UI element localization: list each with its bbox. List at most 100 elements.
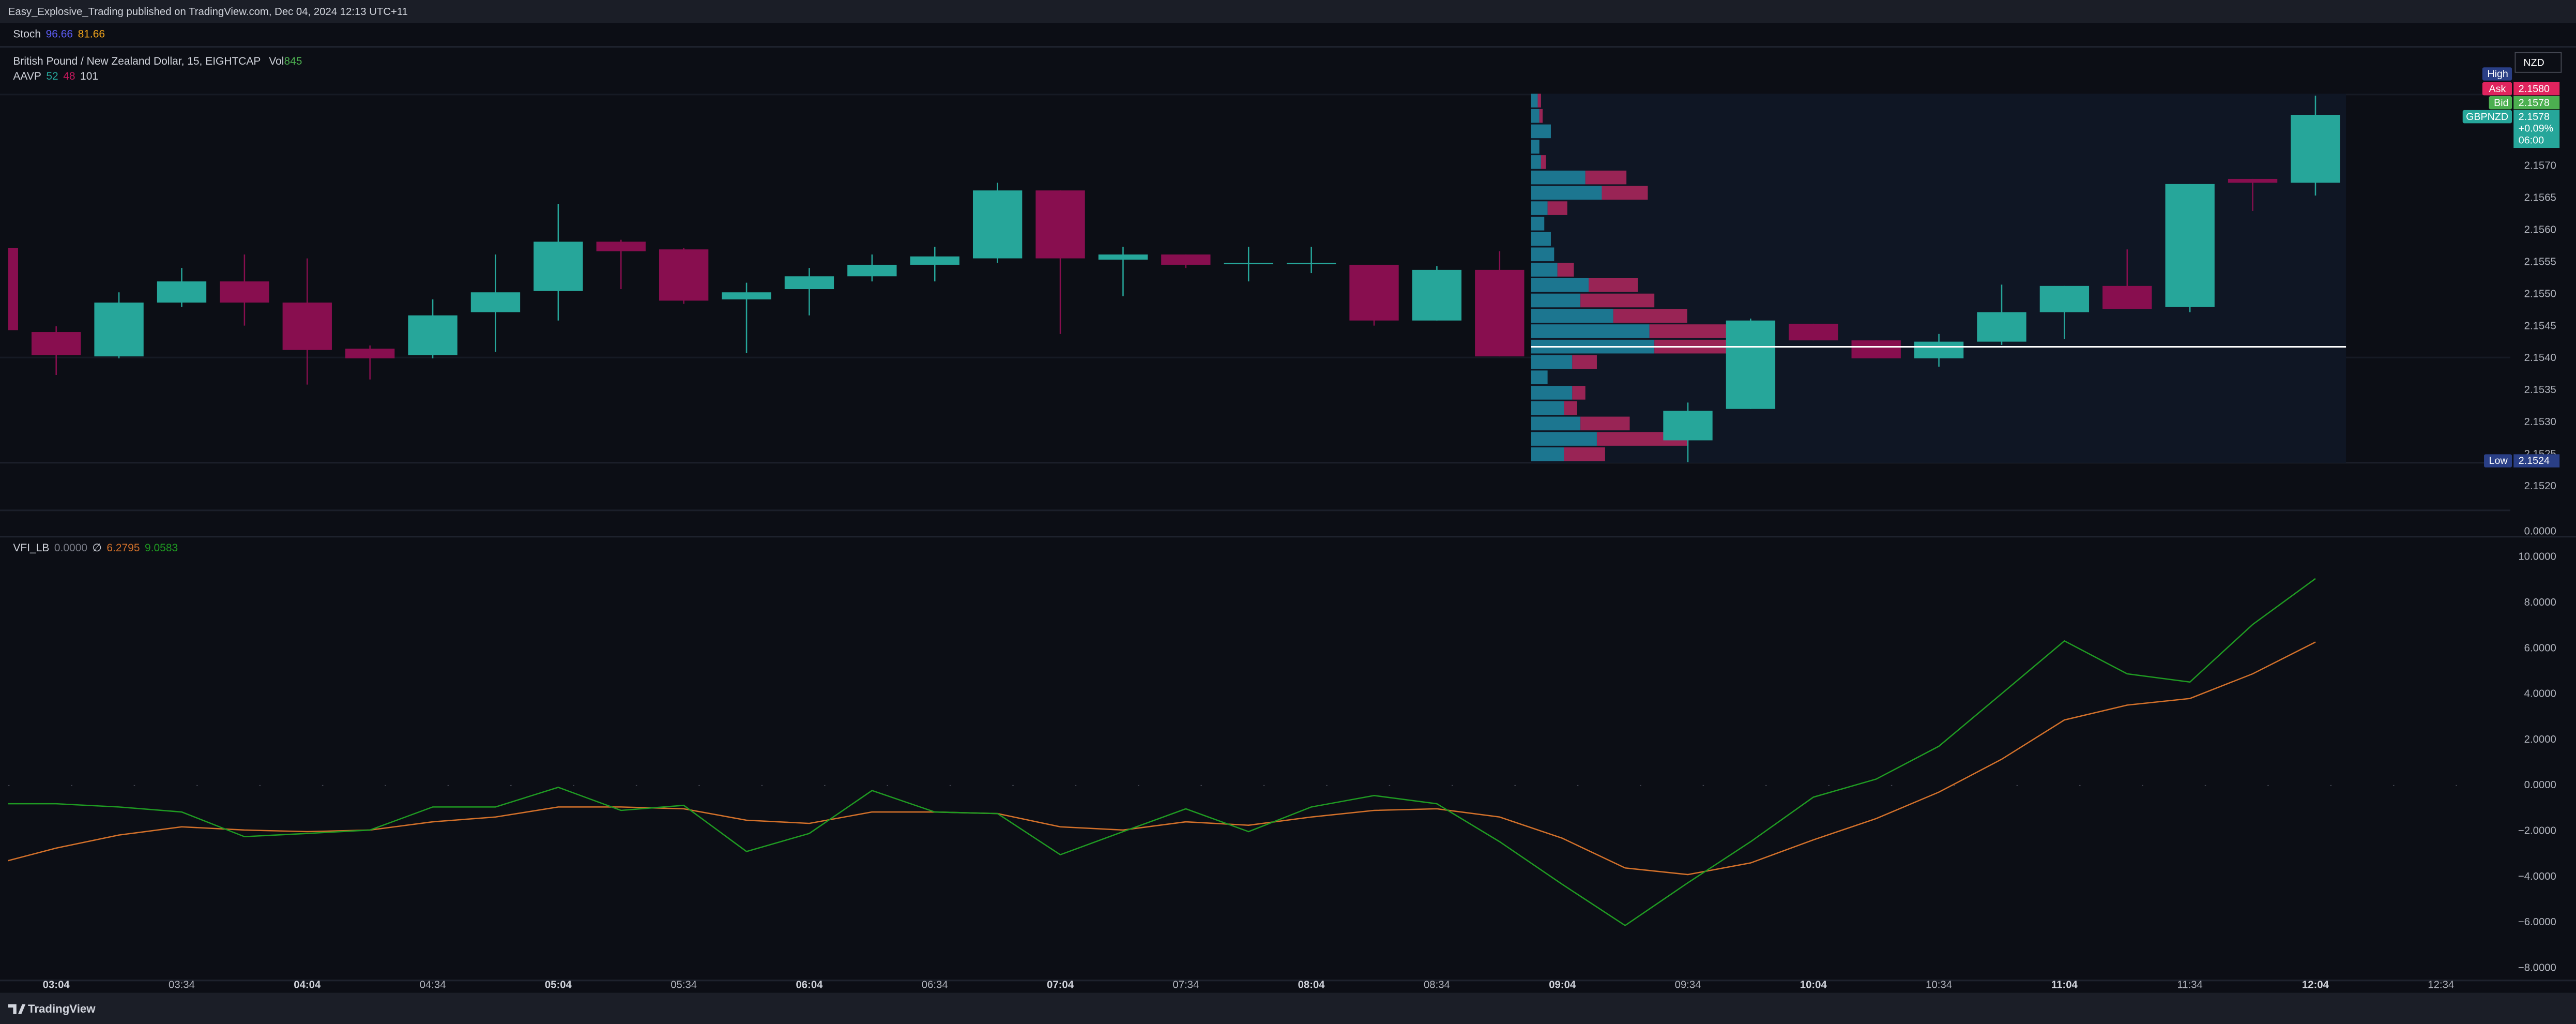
aavp-legend: AAVP 52 48 101 <box>13 70 98 82</box>
y-tick-label: 8.0000 <box>2524 597 2556 608</box>
candle-body <box>1789 323 1838 341</box>
profile-up <box>1531 355 1573 369</box>
profile-up <box>1531 186 1602 200</box>
legend-value: 0.0000 <box>54 541 87 553</box>
candle-body <box>1035 190 1085 259</box>
profile-up <box>1531 386 1573 400</box>
x-tick-label: 12:04 <box>2302 980 2329 991</box>
candle-body <box>1851 340 1901 358</box>
stoch-legend: Stoch 96.66 81.66 <box>13 28 105 40</box>
x-tick-label: 08:04 <box>1298 980 1325 991</box>
logo <box>8 1004 26 1014</box>
y-tick-label: 2.1570 <box>2524 160 2556 172</box>
publisher: Easy_Explosive_Trading published on Trad… <box>8 6 408 18</box>
candle-body <box>659 249 709 301</box>
x-tick-label: 04:34 <box>420 980 446 991</box>
x-tick-label: 03:34 <box>169 980 195 991</box>
volume-axis-label: 0.0000 <box>2524 526 2556 537</box>
volume-profile <box>1531 94 1733 461</box>
y-tick-label: 10.0000 <box>2518 551 2556 563</box>
y-tick-label: 2.1530 <box>2524 416 2556 428</box>
candle-body <box>1977 312 2026 342</box>
x-tick-label: 07:04 <box>1047 980 1074 991</box>
x-tick-label: 11:04 <box>2051 980 2078 991</box>
legend-value: 96.66 <box>46 28 73 40</box>
legend-title: British Pound / New Zealand Dollar, 15, … <box>13 55 261 67</box>
profile-down <box>1539 109 1543 123</box>
legend-value: 845 <box>284 55 302 67</box>
x-tick-label: 07:34 <box>1172 980 1199 991</box>
candle-body <box>910 256 959 265</box>
profile-up <box>1531 293 1581 308</box>
profile-up <box>1531 94 1538 108</box>
x-tick-label: 06:04 <box>796 980 823 991</box>
vfi-line <box>8 641 2316 876</box>
y-tick-label: 2.1565 <box>2524 192 2556 203</box>
candle-body <box>1475 269 1525 357</box>
y-tick-label: 2.1540 <box>2524 352 2556 364</box>
candle-body <box>1914 341 1964 358</box>
y-tick-label: −4.0000 <box>2518 871 2556 882</box>
y-tick-label: 2.1555 <box>2524 256 2556 267</box>
candle-body <box>1098 254 1148 260</box>
profile-up <box>1531 124 1551 139</box>
low-label: Low <box>2489 455 2508 466</box>
profile-up <box>1531 155 1541 169</box>
profile-down <box>1557 263 1574 277</box>
candle-body <box>722 292 771 299</box>
ask-price: 2.1580 <box>2519 83 2550 95</box>
x-tick-label: 10:04 <box>1800 980 1827 991</box>
profile-down <box>1585 170 1627 185</box>
profile-up <box>1531 370 1548 384</box>
candle-body <box>1161 254 1211 265</box>
legend-value: 52 <box>46 70 58 82</box>
bid-price: 2.1578 <box>2519 97 2550 109</box>
profile-down <box>1564 447 1605 461</box>
candle-body <box>8 248 18 330</box>
candle-body <box>784 276 834 290</box>
legend-name: AAVP <box>13 70 41 82</box>
currency: NZD <box>2523 57 2544 69</box>
profile-up <box>1531 309 1613 323</box>
candle-body <box>408 315 458 355</box>
x-tick-label: 03:04 <box>43 980 70 991</box>
bid-label-box <box>2489 96 2512 110</box>
candle-body <box>94 303 144 357</box>
x-tick-label: 12:34 <box>2428 980 2454 991</box>
y-tick-label: −6.0000 <box>2518 916 2556 928</box>
profile-area <box>1531 94 2346 463</box>
candle-body <box>2228 178 2278 183</box>
legend-value: 6.2795 <box>106 541 140 553</box>
legend-value: 48 <box>63 70 75 82</box>
y-tick-label: 2.1535 <box>2524 384 2556 396</box>
profile-up <box>1531 401 1564 415</box>
x-tick-label: 09:04 <box>1549 980 1576 991</box>
x-tick-label: 05:34 <box>670 980 697 991</box>
vfi-legend: VFI_LB 0.0000 ∅ 6.2795 9.0583 <box>13 541 178 553</box>
last-price: 2.1578 <box>2519 111 2550 123</box>
candle-body <box>2291 115 2340 183</box>
profile-down <box>1547 201 1567 215</box>
bid-box <box>2513 96 2560 110</box>
legend-name: Vol <box>269 55 284 67</box>
y-tick-label: 0.0000 <box>2524 779 2556 791</box>
candle-body <box>1663 411 1713 441</box>
x-tick-label: 05:04 <box>545 980 572 991</box>
profile-up <box>1531 447 1564 461</box>
y-tick-label: 2.1560 <box>2524 224 2556 235</box>
x-tick-label: 08:34 <box>1424 980 1450 991</box>
profile-up <box>1531 416 1581 431</box>
low-price: 2.1524 <box>2519 455 2550 466</box>
candle-body <box>1349 264 1399 321</box>
profile-up <box>1531 278 1589 292</box>
profile-down <box>1537 94 1541 108</box>
change: +0.09% <box>2519 123 2553 134</box>
vfi-line <box>8 578 2316 927</box>
symbol-label-box <box>2462 110 2512 124</box>
candle-body <box>1286 263 1336 264</box>
low-box <box>2513 454 2560 468</box>
legend-name: Stoch <box>13 28 41 40</box>
high-label-box <box>2482 67 2512 81</box>
legend-value: 81.66 <box>78 28 105 40</box>
